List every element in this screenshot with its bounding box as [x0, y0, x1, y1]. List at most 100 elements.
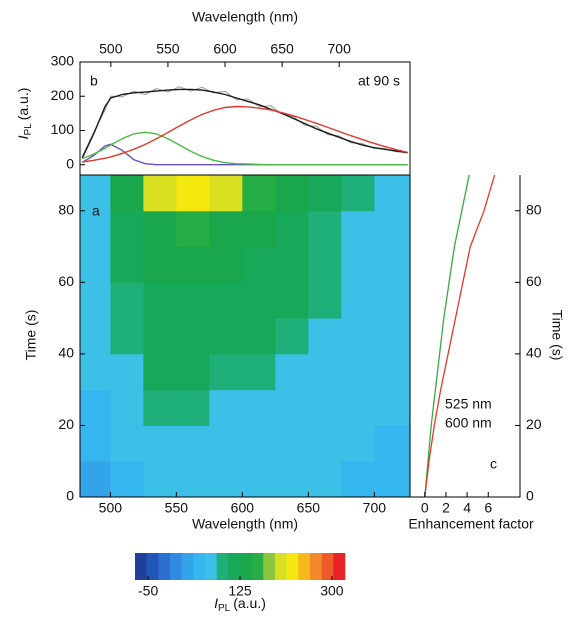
heat-cell [80, 246, 111, 283]
heat-cell [143, 210, 177, 248]
heat-cell [341, 318, 375, 355]
y-axis-label: Time (s) [23, 310, 39, 361]
y-tick-label: 200 [51, 87, 75, 103]
colorbar-swatch [146, 553, 159, 580]
heat-cell [242, 282, 276, 319]
heat-cell [209, 425, 243, 462]
heat-cell [275, 246, 309, 283]
heat-cell [143, 425, 177, 462]
heat-cell [242, 425, 276, 462]
spectrum-line [82, 105, 408, 163]
y-tick-label: 80 [526, 201, 542, 217]
heat-cell [308, 353, 342, 391]
heat-cell [110, 175, 144, 212]
heat-cell [176, 353, 210, 391]
axis-label: IPL (a.u.) [15, 88, 34, 140]
spectrum-line [81, 143, 408, 166]
x-axis-label: Enhancement factor [408, 516, 534, 532]
heat-cell [275, 210, 309, 248]
label-unit: (a.u.) [233, 595, 266, 611]
enhancement-line [424, 174, 496, 498]
x-tick-label: 700 [363, 500, 387, 516]
panel-label: a [92, 203, 100, 219]
heat-cell [209, 175, 243, 212]
heat-cell [374, 282, 411, 319]
y-tick-label: 60 [526, 273, 542, 289]
x-tick-label: 2 [442, 500, 450, 516]
heat-cell [341, 210, 375, 248]
x-axis-label: Wavelength (nm) [192, 516, 298, 532]
heat-cell [209, 318, 243, 355]
heat-cell [242, 353, 276, 391]
y-axis-label: Time (s) [549, 310, 565, 361]
colorbar-swatch [298, 553, 311, 580]
x-tick-label: 650 [270, 41, 294, 57]
heat-cell [209, 389, 243, 426]
enhancement-line [424, 174, 470, 498]
colorbar-tick-label: 125 [228, 583, 252, 599]
heat-cell [242, 175, 276, 212]
colorbar-swatch [170, 553, 182, 580]
heat-cell [80, 175, 111, 212]
heat-cell [275, 318, 309, 355]
heat-cell [80, 318, 111, 355]
colorbar-swatch [205, 553, 217, 580]
heat-cell [374, 425, 411, 462]
heat-cell [242, 246, 276, 283]
annotation: at 90 s [358, 73, 400, 89]
colorbar-tick-label: 300 [320, 583, 344, 599]
heat-cell [242, 318, 276, 355]
heat-cell [242, 389, 276, 426]
heat-cell [275, 282, 309, 319]
heat-cell [275, 353, 309, 391]
heat-cell [242, 461, 276, 498]
spectrum-line [82, 131, 408, 166]
colorbar-swatch [216, 553, 229, 580]
colorbar-swatch [193, 553, 206, 580]
colorbar-swatch [275, 553, 287, 580]
heat-cell [209, 461, 243, 498]
y-tick-label: 300 [51, 53, 75, 69]
heat-cell [341, 246, 375, 283]
heat-cell [341, 282, 375, 319]
panel-label: b [90, 73, 98, 89]
x-tick-label: 600 [231, 500, 255, 516]
heat-cell [374, 175, 411, 212]
heat-cell [176, 175, 210, 212]
colorbar-swatch [310, 553, 322, 580]
heat-cell [341, 425, 375, 462]
heat-cell [308, 461, 342, 498]
heat-cell [143, 282, 177, 319]
y-tick-label: 40 [526, 345, 542, 361]
colorbar-swatch [240, 553, 252, 580]
panel-label: c [490, 456, 497, 472]
heat-cell [275, 425, 309, 462]
heat-cell [275, 461, 309, 498]
heat-cell [176, 461, 210, 498]
heat-cell [143, 353, 177, 391]
heat-cell [176, 210, 210, 248]
y-tick-label: 0 [66, 488, 74, 504]
heat-cell [110, 425, 144, 462]
heat-cell [176, 318, 210, 355]
x-tick-label: 0 [421, 500, 429, 516]
x-tick-label: 700 [328, 41, 352, 57]
y-tick-label: 80 [58, 201, 74, 217]
colorbar-swatch [263, 553, 276, 580]
heat-cell [308, 210, 342, 248]
x-tick-label: 500 [99, 500, 123, 516]
heat-cell [275, 175, 309, 212]
heat-cell [143, 175, 177, 212]
colorbar-swatch [286, 553, 299, 580]
x-tick-label: 550 [156, 41, 180, 57]
heat-cell [110, 282, 144, 319]
heat-cell [341, 461, 375, 498]
heat-cell [209, 210, 243, 248]
heat-cell [308, 318, 342, 355]
heat-cell [110, 389, 144, 426]
y-tick-label: 0 [66, 155, 74, 171]
heat-cell [308, 282, 342, 319]
label-unit: (a.u.) [15, 88, 31, 121]
y-tick-label: 100 [51, 121, 75, 137]
